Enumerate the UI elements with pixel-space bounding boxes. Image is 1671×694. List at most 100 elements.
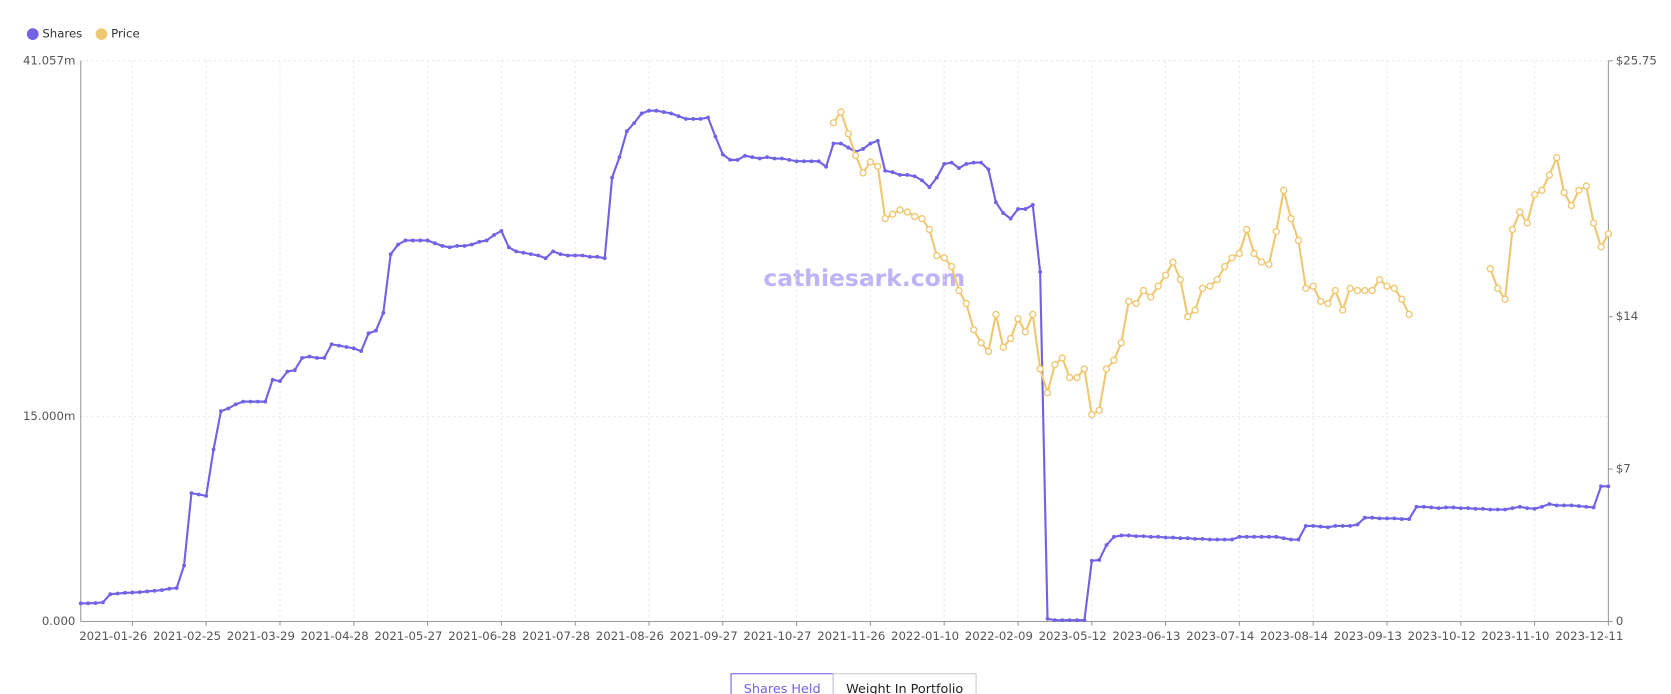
data-point — [1266, 534, 1271, 539]
tab-label: Shares Held — [744, 682, 821, 694]
data-point — [809, 159, 814, 164]
data-point — [1517, 504, 1522, 509]
data-point — [691, 116, 696, 121]
y-tick-label: 15.000m — [23, 409, 75, 423]
data-point — [1576, 504, 1581, 509]
data-point — [955, 286, 963, 295]
data-point — [1193, 536, 1198, 541]
data-point — [1353, 286, 1362, 295]
data-point — [359, 349, 364, 354]
data-point — [1045, 616, 1050, 621]
data-point — [942, 162, 947, 166]
y2-tick-label: $7 — [1616, 462, 1631, 476]
data-point — [1361, 286, 1369, 295]
data-point — [1125, 297, 1133, 306]
data-point — [647, 108, 651, 113]
data-point — [211, 447, 216, 452]
watermark: cathiesark.com — [763, 264, 965, 292]
data-point — [270, 377, 275, 382]
data-point — [927, 185, 932, 190]
data-point — [1530, 191, 1539, 199]
legend-swatch — [26, 28, 39, 40]
data-point — [410, 238, 415, 243]
data-point — [1006, 334, 1015, 343]
data-point — [1540, 504, 1544, 509]
data-point — [1220, 262, 1229, 271]
data-point — [912, 174, 917, 179]
data-point — [1473, 506, 1478, 511]
data-point — [1606, 484, 1611, 489]
data-point — [883, 168, 888, 173]
data-point — [1023, 207, 1028, 211]
data-point — [829, 119, 838, 127]
data-point — [1104, 543, 1109, 547]
data-point — [861, 147, 865, 151]
data-point — [1176, 275, 1185, 284]
data-point — [1331, 286, 1340, 295]
data-point — [1562, 503, 1567, 508]
data-point — [1390, 284, 1399, 293]
data-point — [241, 399, 246, 404]
data-point — [1414, 504, 1419, 509]
data-point — [1235, 249, 1244, 258]
data-point — [1148, 534, 1153, 539]
x-tick-label: 2023-07-14 — [1186, 629, 1254, 643]
data-point — [1230, 537, 1234, 542]
data-point — [1458, 506, 1463, 511]
data-point — [1036, 365, 1044, 373]
data-point — [573, 253, 578, 258]
data-point — [905, 172, 910, 177]
x-tick-label: 2021-05-27 — [374, 629, 442, 643]
data-point — [779, 156, 784, 161]
data-point — [418, 238, 423, 243]
legend-item[interactable]: Shares — [26, 27, 82, 41]
data-point — [447, 245, 452, 250]
data-point — [263, 399, 268, 404]
data-point — [1112, 534, 1116, 539]
data-point — [1316, 297, 1325, 306]
y2-tick-label: $14 — [1616, 309, 1638, 323]
tab-button[interactable]: Weight In Portfolio — [832, 673, 977, 694]
data-point — [977, 339, 985, 347]
x-tick-label: 2022-02-09 — [965, 629, 1033, 643]
data-point — [1279, 186, 1288, 195]
data-point — [1008, 216, 1013, 221]
x-tick-label: 2023-10-12 — [1408, 629, 1476, 643]
data-point — [1451, 505, 1456, 510]
data-point — [1030, 203, 1035, 207]
data-point — [278, 379, 282, 384]
data-point — [1274, 534, 1279, 539]
data-point — [859, 169, 867, 177]
data-point — [1200, 536, 1205, 541]
data-point — [1095, 406, 1103, 414]
data-point — [903, 208, 911, 216]
x-tick-label: 2021-03-29 — [227, 629, 295, 643]
legend-item[interactable]: Price — [95, 27, 140, 41]
data-point — [934, 175, 939, 180]
tab-button[interactable]: Shares Held — [730, 673, 834, 694]
data-point — [1185, 536, 1190, 541]
x-tick-label: 2023-09-13 — [1334, 629, 1402, 643]
data-point — [661, 110, 666, 114]
data-point — [1134, 534, 1138, 539]
data-point — [868, 141, 873, 146]
data-point — [137, 590, 142, 595]
data-point — [1339, 306, 1347, 314]
data-point — [425, 238, 430, 243]
data-point — [351, 346, 356, 351]
data-point — [940, 254, 948, 262]
data-point — [1213, 275, 1221, 284]
data-point — [1156, 534, 1161, 539]
data-point — [632, 121, 637, 125]
data-point — [1399, 517, 1404, 521]
x-tick-label: 2023-11-10 — [1481, 629, 1549, 643]
tab-box — [832, 673, 977, 694]
data-point — [874, 162, 882, 171]
data-point — [469, 242, 474, 247]
data-point — [86, 601, 91, 606]
data-point — [1250, 249, 1258, 258]
data-point — [1222, 537, 1227, 542]
data-point — [1486, 265, 1494, 273]
data-point — [713, 134, 718, 139]
data-point — [145, 589, 150, 594]
